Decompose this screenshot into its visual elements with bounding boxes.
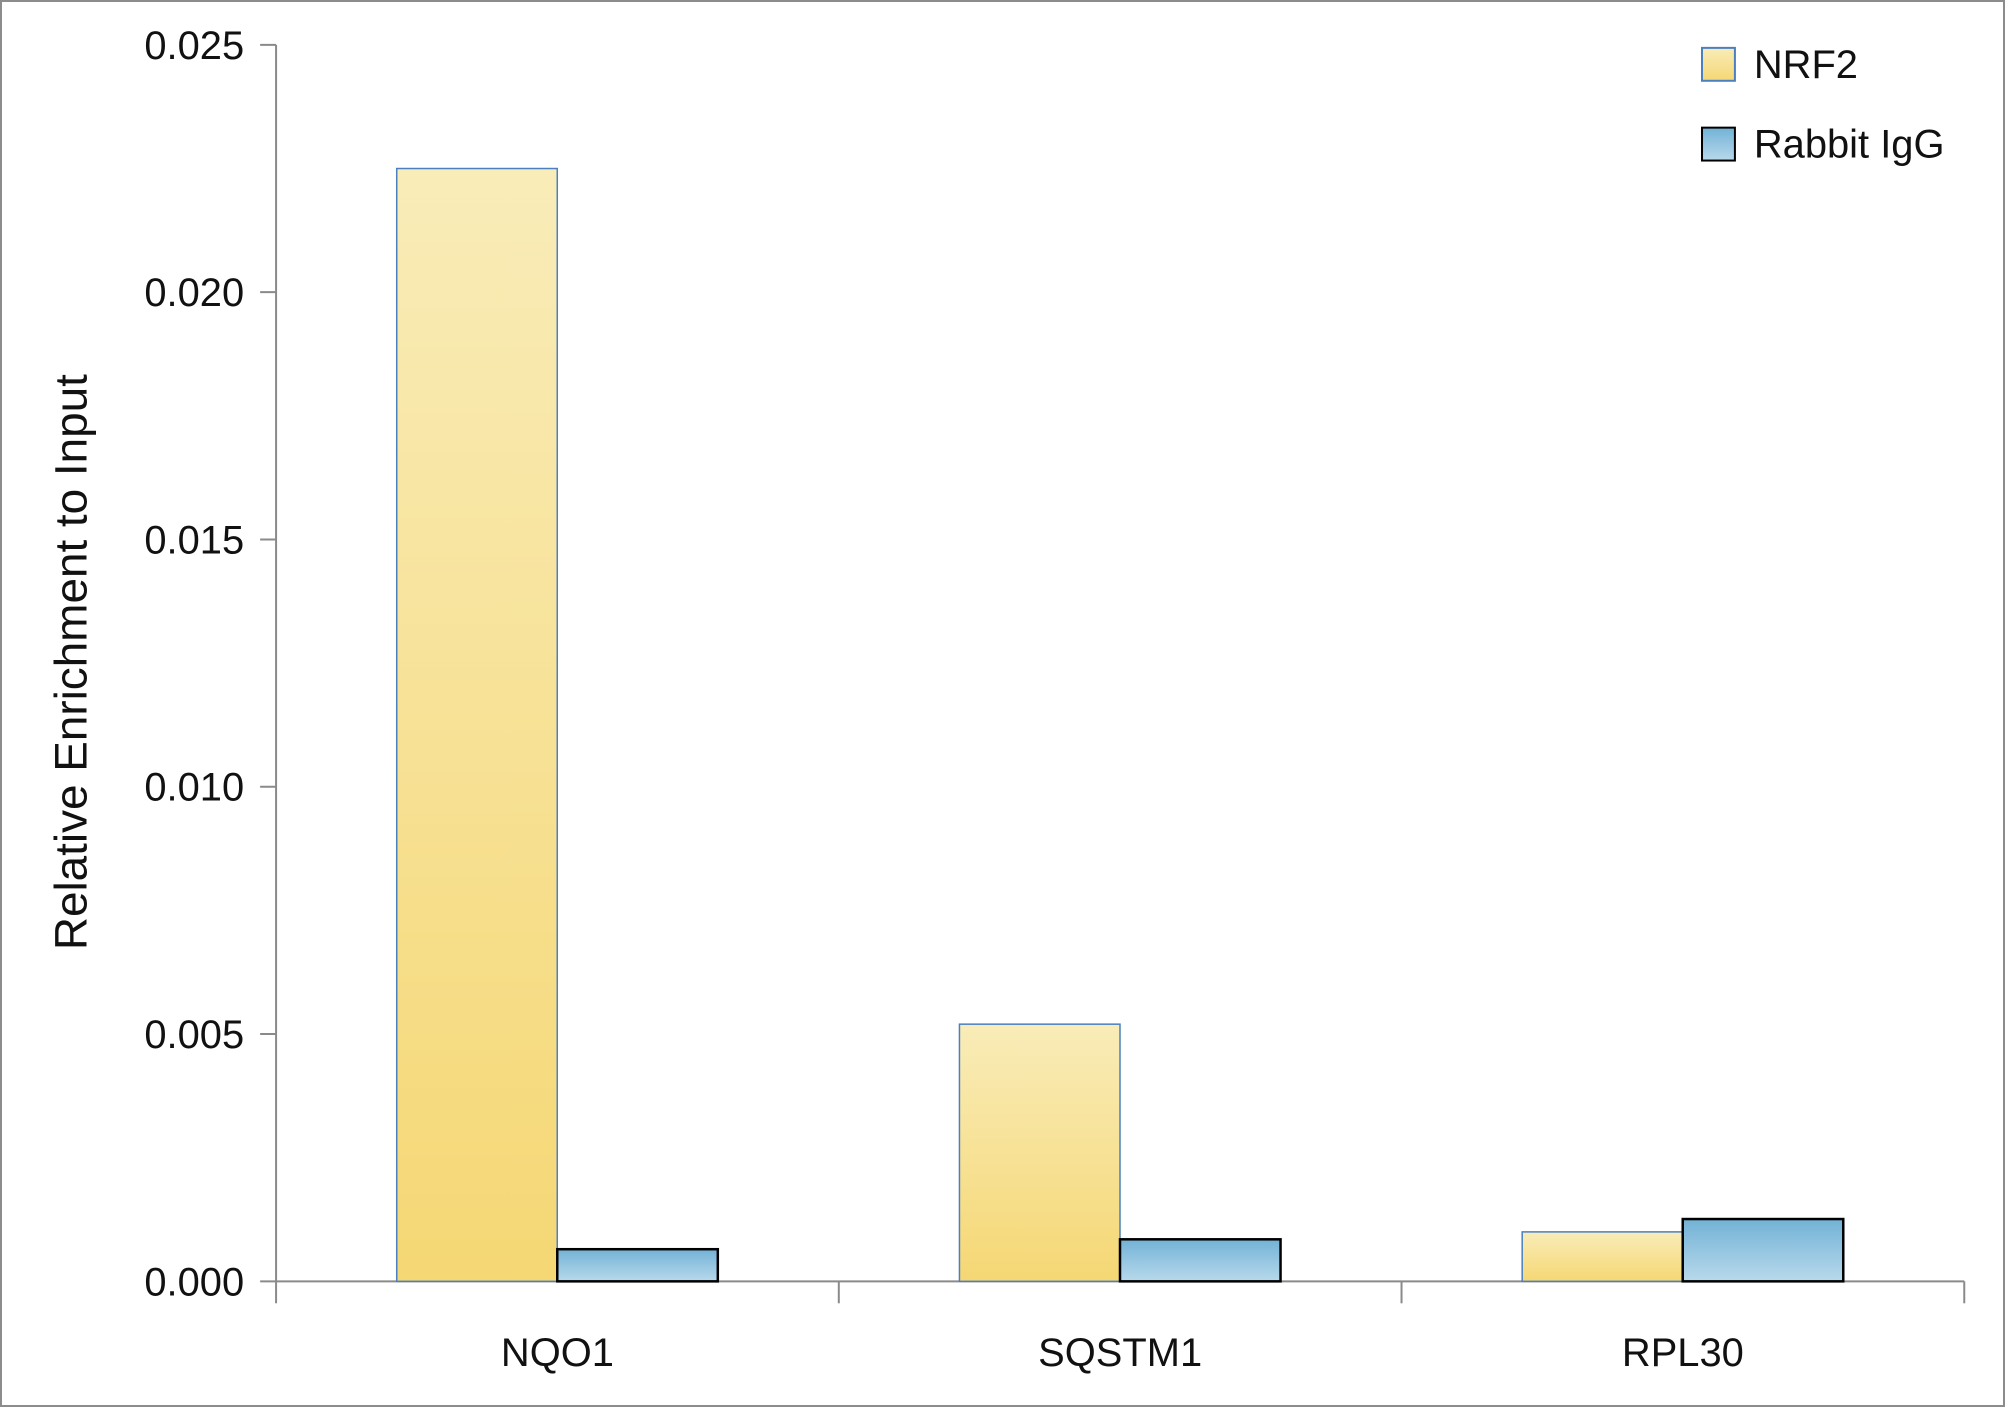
bars	[395, 167, 1845, 1283]
bar-rabbit-igg-sqstm1	[1118, 1238, 1282, 1283]
y-axis-label: Relative Enrichment to Input	[45, 374, 97, 950]
bar-nrf2-rpl30	[1521, 1231, 1684, 1283]
x-tick-label: NQO1	[501, 1331, 614, 1375]
x-tick-label: SQSTM1	[1038, 1331, 1202, 1375]
y-tick-label: 0.005	[144, 1013, 244, 1057]
bar-rabbit-igg-nqo1	[556, 1247, 720, 1283]
axes: 0.000 0.005 0.010 0.015 0.020 0.025 NQO1 SQSTM1…	[144, 24, 1966, 1375]
bar-nrf2-nqo1	[395, 167, 559, 1283]
legend-label: NRF2	[1754, 43, 1858, 87]
legend-swatch	[1701, 126, 1736, 162]
legend-swatch	[1701, 46, 1736, 82]
bar-nrf2-sqstm1	[958, 1023, 1121, 1283]
y-tick-label: 0.015	[144, 518, 244, 562]
y-tick-label: 0.020	[144, 271, 244, 315]
y-tick-label: 0.010	[144, 766, 244, 810]
legend-label: Rabbit IgG	[1754, 123, 1945, 167]
legend: NRF2 Rabbit IgG	[1701, 43, 1945, 167]
y-tick-label: 0.025	[144, 24, 244, 68]
x-tick-label: RPL30	[1622, 1331, 1744, 1375]
y-tick-label: 0.000	[144, 1260, 244, 1304]
bar-rabbit-igg-rpl30	[1681, 1217, 1845, 1283]
